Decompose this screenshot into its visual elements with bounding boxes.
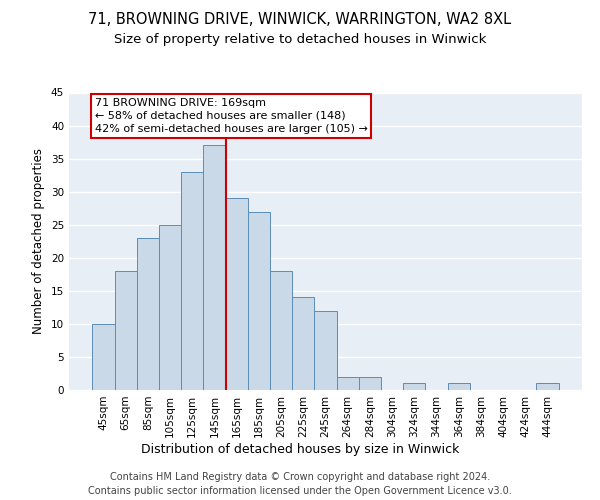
Bar bbox=[337, 377, 359, 390]
Bar bbox=[270, 271, 292, 390]
Bar bbox=[248, 212, 270, 390]
Bar bbox=[181, 172, 203, 390]
Bar bbox=[403, 384, 425, 390]
Y-axis label: Number of detached properties: Number of detached properties bbox=[32, 148, 46, 334]
Text: Size of property relative to detached houses in Winwick: Size of property relative to detached ho… bbox=[114, 32, 486, 46]
Bar bbox=[203, 146, 226, 390]
Bar bbox=[137, 238, 159, 390]
Bar bbox=[115, 271, 137, 390]
Bar bbox=[226, 198, 248, 390]
Text: Contains HM Land Registry data © Crown copyright and database right 2024.: Contains HM Land Registry data © Crown c… bbox=[110, 472, 490, 482]
Bar bbox=[536, 384, 559, 390]
Text: Contains public sector information licensed under the Open Government Licence v3: Contains public sector information licen… bbox=[88, 486, 512, 496]
Bar bbox=[314, 310, 337, 390]
Bar bbox=[448, 384, 470, 390]
Text: 71 BROWNING DRIVE: 169sqm
← 58% of detached houses are smaller (148)
42% of semi: 71 BROWNING DRIVE: 169sqm ← 58% of detac… bbox=[95, 98, 367, 134]
Bar bbox=[359, 377, 381, 390]
Text: 71, BROWNING DRIVE, WINWICK, WARRINGTON, WA2 8XL: 71, BROWNING DRIVE, WINWICK, WARRINGTON,… bbox=[88, 12, 512, 28]
Bar bbox=[159, 224, 181, 390]
Bar bbox=[292, 298, 314, 390]
Text: Distribution of detached houses by size in Winwick: Distribution of detached houses by size … bbox=[141, 442, 459, 456]
Bar bbox=[92, 324, 115, 390]
